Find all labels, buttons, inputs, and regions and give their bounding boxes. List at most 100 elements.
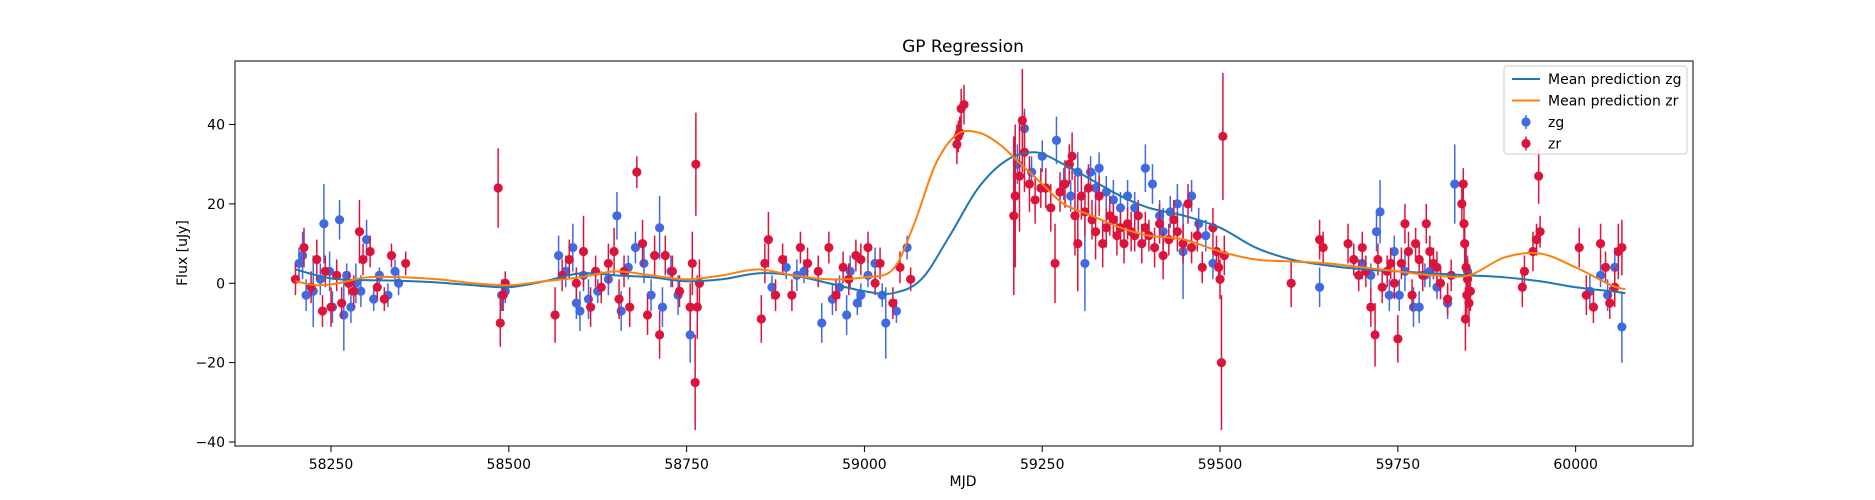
x-tick-label-59000: 59000 [842, 457, 887, 473]
point-zr-56 [802, 258, 813, 269]
point-zr-119 [1183, 199, 1193, 209]
point-zg-68 [1085, 167, 1096, 177]
point-zg-56 [881, 318, 891, 328]
point-zr-63 [856, 254, 866, 265]
point-zr-52 [770, 290, 781, 300]
point-zr-3 [312, 254, 322, 265]
chart-title: GP Regression [902, 37, 1024, 57]
point-zg-73 [1115, 203, 1126, 213]
y-axis-label: Flux [uJy] [175, 220, 191, 286]
point-zg-26 [575, 306, 585, 316]
point-zr-116 [1169, 215, 1179, 225]
point-zg-41 [685, 330, 695, 340]
point-zr-173 [1531, 235, 1542, 245]
point-zr-11 [354, 227, 365, 237]
point-zg-9 [339, 310, 349, 320]
point-zg-105 [1595, 270, 1606, 280]
point-zr-150 [1411, 238, 1421, 249]
point-zr-43 [685, 302, 695, 312]
point-zr-140 [1373, 254, 1383, 265]
point-zr-59 [831, 290, 841, 300]
point-zr-22 [550, 310, 560, 320]
legend-swatch-zg [1521, 117, 1531, 127]
point-zg-43 [781, 262, 791, 272]
point-zr-146 [1396, 258, 1406, 269]
point-zr-148 [1403, 246, 1414, 257]
point-zr-156 [1432, 262, 1442, 272]
point-zr-58 [824, 242, 834, 253]
point-zr-179 [1595, 238, 1606, 249]
point-zg-15 [369, 294, 379, 304]
point-zr-46 [691, 159, 701, 169]
point-zr-74 [959, 100, 969, 110]
point-zg-93 [1389, 246, 1399, 257]
point-zr-120 [1186, 242, 1197, 253]
y-tick-label--40: −40 [195, 435, 225, 451]
point-zr-29 [596, 282, 606, 292]
point-zr-164 [1460, 314, 1471, 324]
point-zr-81 [1030, 195, 1040, 205]
x-tick-label-58750: 58750 [664, 457, 709, 473]
point-zr-89 [1067, 151, 1077, 161]
point-zr-35 [632, 167, 642, 177]
point-zr-127 [1216, 358, 1227, 368]
point-zr-68 [895, 262, 905, 272]
point-zg-46 [817, 318, 827, 328]
point-zr-53 [778, 254, 788, 265]
point-zr-4 [317, 306, 328, 316]
point-zg-35 [639, 258, 649, 269]
point-zg-76 [1140, 163, 1150, 173]
point-zr-24 [564, 254, 574, 265]
point-zr-174 [1534, 171, 1544, 181]
point-zr-105 [1122, 219, 1133, 229]
point-zr-97 [1094, 191, 1104, 201]
point-zr-96 [1090, 227, 1101, 237]
point-zr-40 [660, 250, 670, 261]
point-zr-85 [1050, 258, 1060, 269]
point-zr-8 [337, 298, 347, 308]
point-zg-32 [616, 306, 626, 316]
point-zr-125 [1214, 262, 1224, 272]
point-zr-176 [1574, 242, 1584, 253]
axes-frame [234, 60, 1694, 447]
point-zr-145 [1393, 334, 1403, 344]
point-zr-15 [379, 294, 389, 304]
point-zr-161 [1458, 179, 1468, 189]
point-zr-101 [1108, 215, 1118, 225]
point-zg-81 [1172, 199, 1182, 209]
point-zg-5 [319, 219, 329, 229]
point-zr-17 [401, 258, 411, 269]
point-zr-54 [787, 290, 797, 300]
point-zr-141 [1377, 282, 1387, 292]
point-zg-36 [646, 290, 656, 300]
point-zg-0 [294, 258, 304, 269]
point-zg-49 [842, 310, 852, 320]
point-zr-1 [299, 242, 309, 253]
point-zr-37 [642, 310, 653, 320]
point-zg-57 [891, 306, 902, 316]
point-zg-34 [630, 242, 641, 253]
point-zr-38 [650, 250, 660, 261]
point-zr-65 [870, 278, 880, 288]
point-zr-7 [332, 270, 342, 280]
point-zr-34 [625, 302, 635, 312]
point-zr-25 [571, 278, 581, 288]
point-zg-83 [1186, 191, 1197, 201]
point-zr-57 [813, 266, 823, 276]
legend-label-mean-prediction-zg: Mean prediction zg [1548, 72, 1682, 88]
point-zr-118 [1178, 238, 1188, 249]
point-zg-45 [799, 266, 809, 276]
point-zg-91 [1375, 207, 1385, 217]
legend-label-zr: zr [1548, 137, 1561, 153]
point-zr-75 [1009, 211, 1019, 221]
point-zr-102 [1112, 231, 1122, 241]
point-zr-149 [1407, 290, 1417, 300]
point-zr-64 [863, 242, 873, 253]
legend-label-zg: zg [1548, 115, 1564, 131]
point-zr-175 [1535, 227, 1545, 237]
point-zg-10 [342, 270, 352, 280]
point-zr-178 [1588, 302, 1599, 312]
x-tick-label-59500: 59500 [1198, 457, 1243, 473]
point-zg-75 [1130, 203, 1140, 213]
